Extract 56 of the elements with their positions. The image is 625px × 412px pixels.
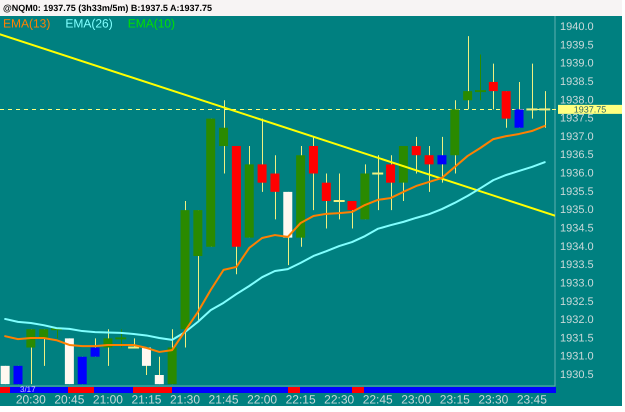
y-tick-label: 1934.5 [560, 222, 594, 235]
candlestick [386, 154, 396, 211]
candlestick [424, 146, 434, 192]
y-tick-label: 1931.5 [560, 332, 594, 344]
candlestick [154, 356, 164, 385]
chart-title: @NQM0: 1937.75 (3h33m/5m) B:1937.5 A:1937.75 [0, 0, 622, 16]
y-tick-label: 1938.0 [560, 94, 594, 106]
candlestick [463, 36, 472, 110]
candlestick [514, 81, 524, 128]
y-tick-label: 1934.0 [560, 240, 594, 253]
x-tick-label: 21:45 [208, 392, 239, 407]
y-tick-label: 1935.5 [560, 186, 594, 198]
ref-line-label: 1937.75 [574, 104, 606, 114]
y-tick-label: 1937.5 [560, 112, 594, 125]
y-tick-label: 1939.5 [560, 39, 594, 52]
y-tick-label: 1931.0 [560, 350, 594, 363]
x-tick-label: 21:30 [170, 392, 200, 407]
candlestick [142, 347, 151, 376]
y-tick-label: 1932.0 [560, 314, 594, 326]
y-tick-label: 1937.0 [560, 130, 594, 143]
x-tick-label: 23:30 [478, 392, 509, 407]
candlestick [322, 173, 331, 229]
candlestick [348, 200, 357, 229]
candlestick [90, 338, 100, 358]
annotation: 3/17 [20, 385, 36, 394]
y-tick-label: 1933.5 [560, 259, 594, 272]
y-tick-label: 1930.5 [560, 369, 594, 382]
text: EMA(13) [3, 16, 50, 30]
y-tick-label: 1936.5 [560, 149, 594, 162]
y-tick-label: 1932.5 [560, 296, 594, 308]
candlestick [488, 63, 498, 110]
legend-label: EMA(10) [128, 16, 176, 30]
x-tick-label: 22:00 [247, 392, 278, 407]
x-tick-label: 21:15 [131, 392, 162, 407]
x-tick-label: 20:30 [16, 392, 46, 407]
candlestick [26, 328, 36, 385]
x-tick-label: 23:00 [401, 392, 432, 407]
x-tick-label: 22:45 [362, 392, 394, 407]
candlestick [270, 154, 280, 220]
candlestick [412, 136, 421, 174]
y-tick-label: 1939.0 [560, 58, 594, 70]
x-tick-label: 22:30 [324, 392, 355, 407]
y-tick-label: 1933.0 [560, 277, 594, 290]
x-tick-label: 21:00 [92, 392, 124, 407]
x-tick-label: 22:15 [286, 392, 316, 407]
y-tick-label: 1936.0 [560, 168, 594, 180]
candlestick [258, 118, 267, 192]
text: EMA(26) [65, 16, 113, 30]
y-tick-label: 1938.5 [560, 76, 594, 88]
x-tick-label: 20:45 [54, 392, 85, 407]
y-tick-label: 1940.0 [560, 21, 594, 34]
y-tick-label: 1935.0 [560, 204, 594, 216]
x-tick-label: 23:45 [516, 392, 548, 407]
x-tick-label: 23:15 [440, 392, 470, 407]
candlestick [437, 136, 446, 184]
candlestick [219, 100, 228, 174]
